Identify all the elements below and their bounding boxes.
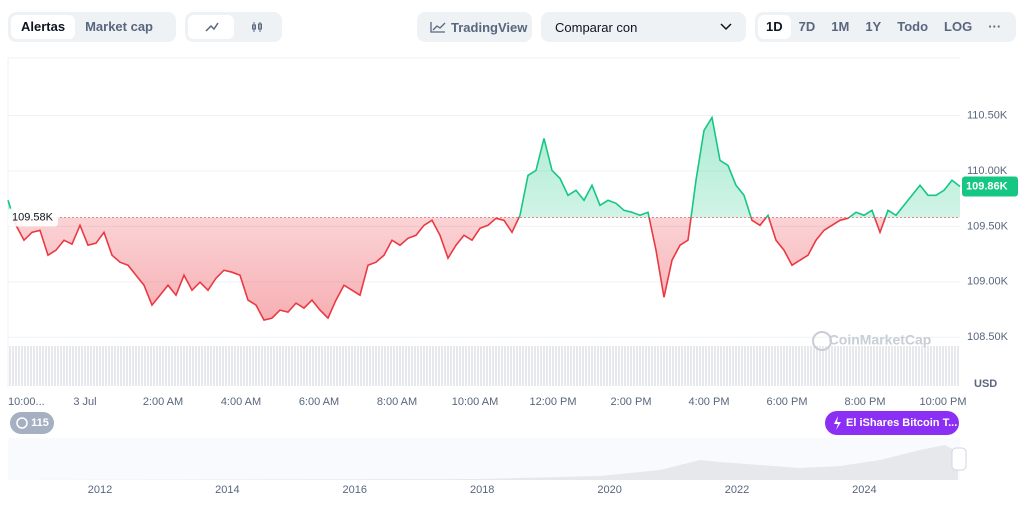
watermark: CoinMarketCap: [829, 332, 932, 348]
candle-button[interactable]: [234, 15, 280, 39]
x-tick-label: 4:00 AM: [221, 396, 261, 408]
x-tick-label: 6:00 PM: [767, 396, 808, 408]
current-price-badge: [962, 176, 1018, 197]
line-button[interactable]: [188, 15, 234, 39]
tab-group: Alertas Market cap: [8, 12, 176, 42]
baseline-label: 109.58K: [12, 211, 54, 223]
x-tick-label: 10:00...: [8, 396, 45, 408]
compare-label: Comparar con: [555, 19, 638, 35]
y-tick-label: 109.50K: [967, 220, 1009, 232]
range-button[interactable]: 1M: [831, 19, 850, 34]
x-tick-label: 10:00 AM: [452, 396, 498, 408]
event-icon: [834, 416, 841, 430]
x-tick-label: 12:00 PM: [529, 396, 576, 408]
chart-type-group: [185, 12, 282, 42]
year-label: 2016: [343, 484, 367, 496]
volume-bars: [8, 346, 960, 386]
range-button[interactable]: Todo: [897, 19, 929, 34]
tradingview-button[interactable]: TradingView: [417, 12, 532, 42]
range-button[interactable]: 1D: [758, 15, 791, 39]
currency-label: USD: [974, 378, 997, 390]
area-down: [8, 217, 960, 321]
x-tick-label: 3 Jul: [73, 396, 96, 408]
badge-count: 115: [31, 417, 49, 429]
y-tick-label: 109.00K: [967, 276, 1009, 288]
year-label: 2018: [470, 484, 494, 496]
range-button[interactable]: ···: [988, 19, 1002, 34]
baseline-badge: [8, 208, 58, 227]
price-line-down: [12, 217, 887, 322]
compare-dropdown[interactable]: Comparar con: [541, 12, 746, 42]
current-price-label: 109.86K: [966, 180, 1008, 192]
x-tick-label: 2:00 AM: [143, 396, 183, 408]
y-tick-label: 110.00K: [967, 165, 1008, 177]
event-label: El iShares Bitcoin T...: [846, 417, 957, 429]
tab[interactable]: Alertas: [11, 15, 76, 39]
event-badge[interactable]: [825, 411, 959, 435]
watermark-logo: [812, 331, 832, 351]
tradingview-label: TradingView: [451, 19, 528, 35]
range-button[interactable]: 7D: [798, 19, 816, 34]
x-tick-label: 6:00 AM: [299, 396, 339, 408]
year-label: 2024: [852, 484, 876, 496]
year-label: 2014: [215, 484, 239, 496]
year-label: 2012: [88, 484, 112, 496]
y-tick-label: 108.50K: [967, 331, 1009, 343]
x-tick-label: 2:00 PM: [611, 396, 652, 408]
navigator-handle[interactable]: [951, 447, 967, 471]
x-tick-label: 8:00 PM: [845, 396, 886, 408]
y-tick-label: 110.50K: [967, 109, 1008, 121]
range-button[interactable]: 1Y: [865, 19, 882, 34]
range-group: 1D 7D 1M 1Y Todo LOG ···: [755, 12, 1016, 42]
year-label: 2020: [597, 484, 621, 496]
x-tick-label: 8:00 AM: [377, 396, 417, 408]
range-button[interactable]: LOG: [944, 19, 973, 34]
x-tick-label: 10:00 PM: [919, 396, 966, 408]
x-tick-label: 4:00 PM: [689, 396, 730, 408]
badge-icon: [16, 417, 28, 429]
area-up: [8, 117, 960, 218]
navigator-area: [8, 445, 958, 480]
year-label: 2022: [725, 484, 749, 496]
tab[interactable]: Market cap: [85, 19, 153, 34]
